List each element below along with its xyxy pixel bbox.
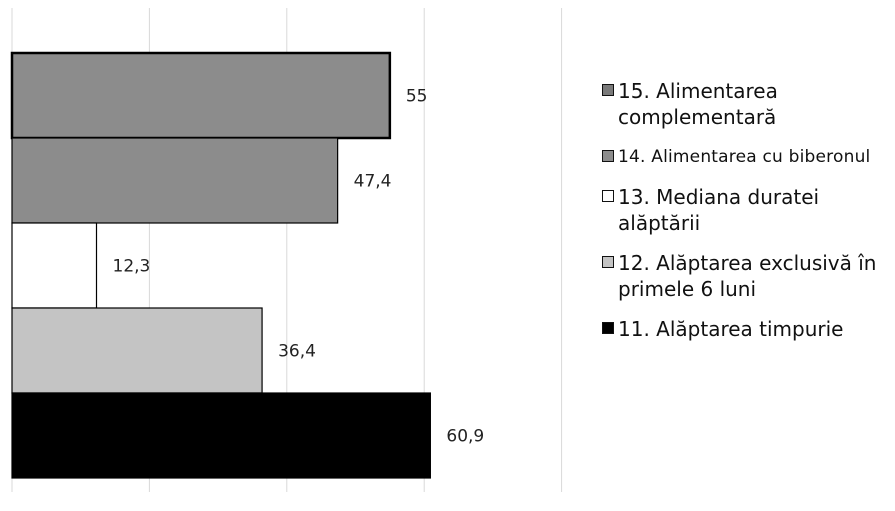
legend-swatch (602, 190, 614, 202)
legend-item-exclusive-breastfeeding: 12. Alăptarea exclusivă în primele 6 lun… (602, 250, 892, 302)
legend-item-bottle-feeding: 14. Alimentarea cu biberonul (602, 144, 892, 170)
data-label-15: 55 (406, 87, 428, 107)
bar-12 (11, 307, 263, 394)
legend-swatch (602, 150, 614, 162)
data-label-12: 36,4 (278, 342, 316, 362)
legend-label: 12. Alăptarea exclusivă în primele 6 lun… (618, 251, 877, 301)
legend-label: 11. Alăptarea timpurie (618, 317, 844, 341)
bar-14 (11, 137, 339, 224)
legend-label: 15. Alimentarea complementară (618, 79, 778, 129)
data-label-11: 60,9 (446, 427, 484, 447)
bar-13 (11, 222, 98, 309)
legend-label: 13. Mediana duratei alăptării (618, 185, 820, 235)
legend-swatch (602, 322, 614, 334)
chart-legend: 15. Alimentarea complementară 14. Alimen… (602, 78, 892, 356)
legend-swatch (602, 84, 614, 96)
legend-label: 14. Alimentarea cu biberonul (618, 147, 871, 167)
bar-11 (11, 392, 431, 479)
bar-chart-plot: 55 47,4 12,3 36,4 60,9 (10, 8, 563, 492)
bar-15 (10, 51, 392, 140)
legend-swatch (602, 256, 614, 268)
legend-item-median-breastfeeding-duration: 13. Mediana duratei alăptării (602, 184, 892, 236)
data-label-13: 12,3 (113, 257, 151, 277)
data-label-14: 47,4 (354, 172, 392, 192)
legend-item-early-breastfeeding: 11. Alăptarea timpurie (602, 316, 892, 342)
legend-item-complementary-feeding: 15. Alimentarea complementară (602, 78, 892, 130)
